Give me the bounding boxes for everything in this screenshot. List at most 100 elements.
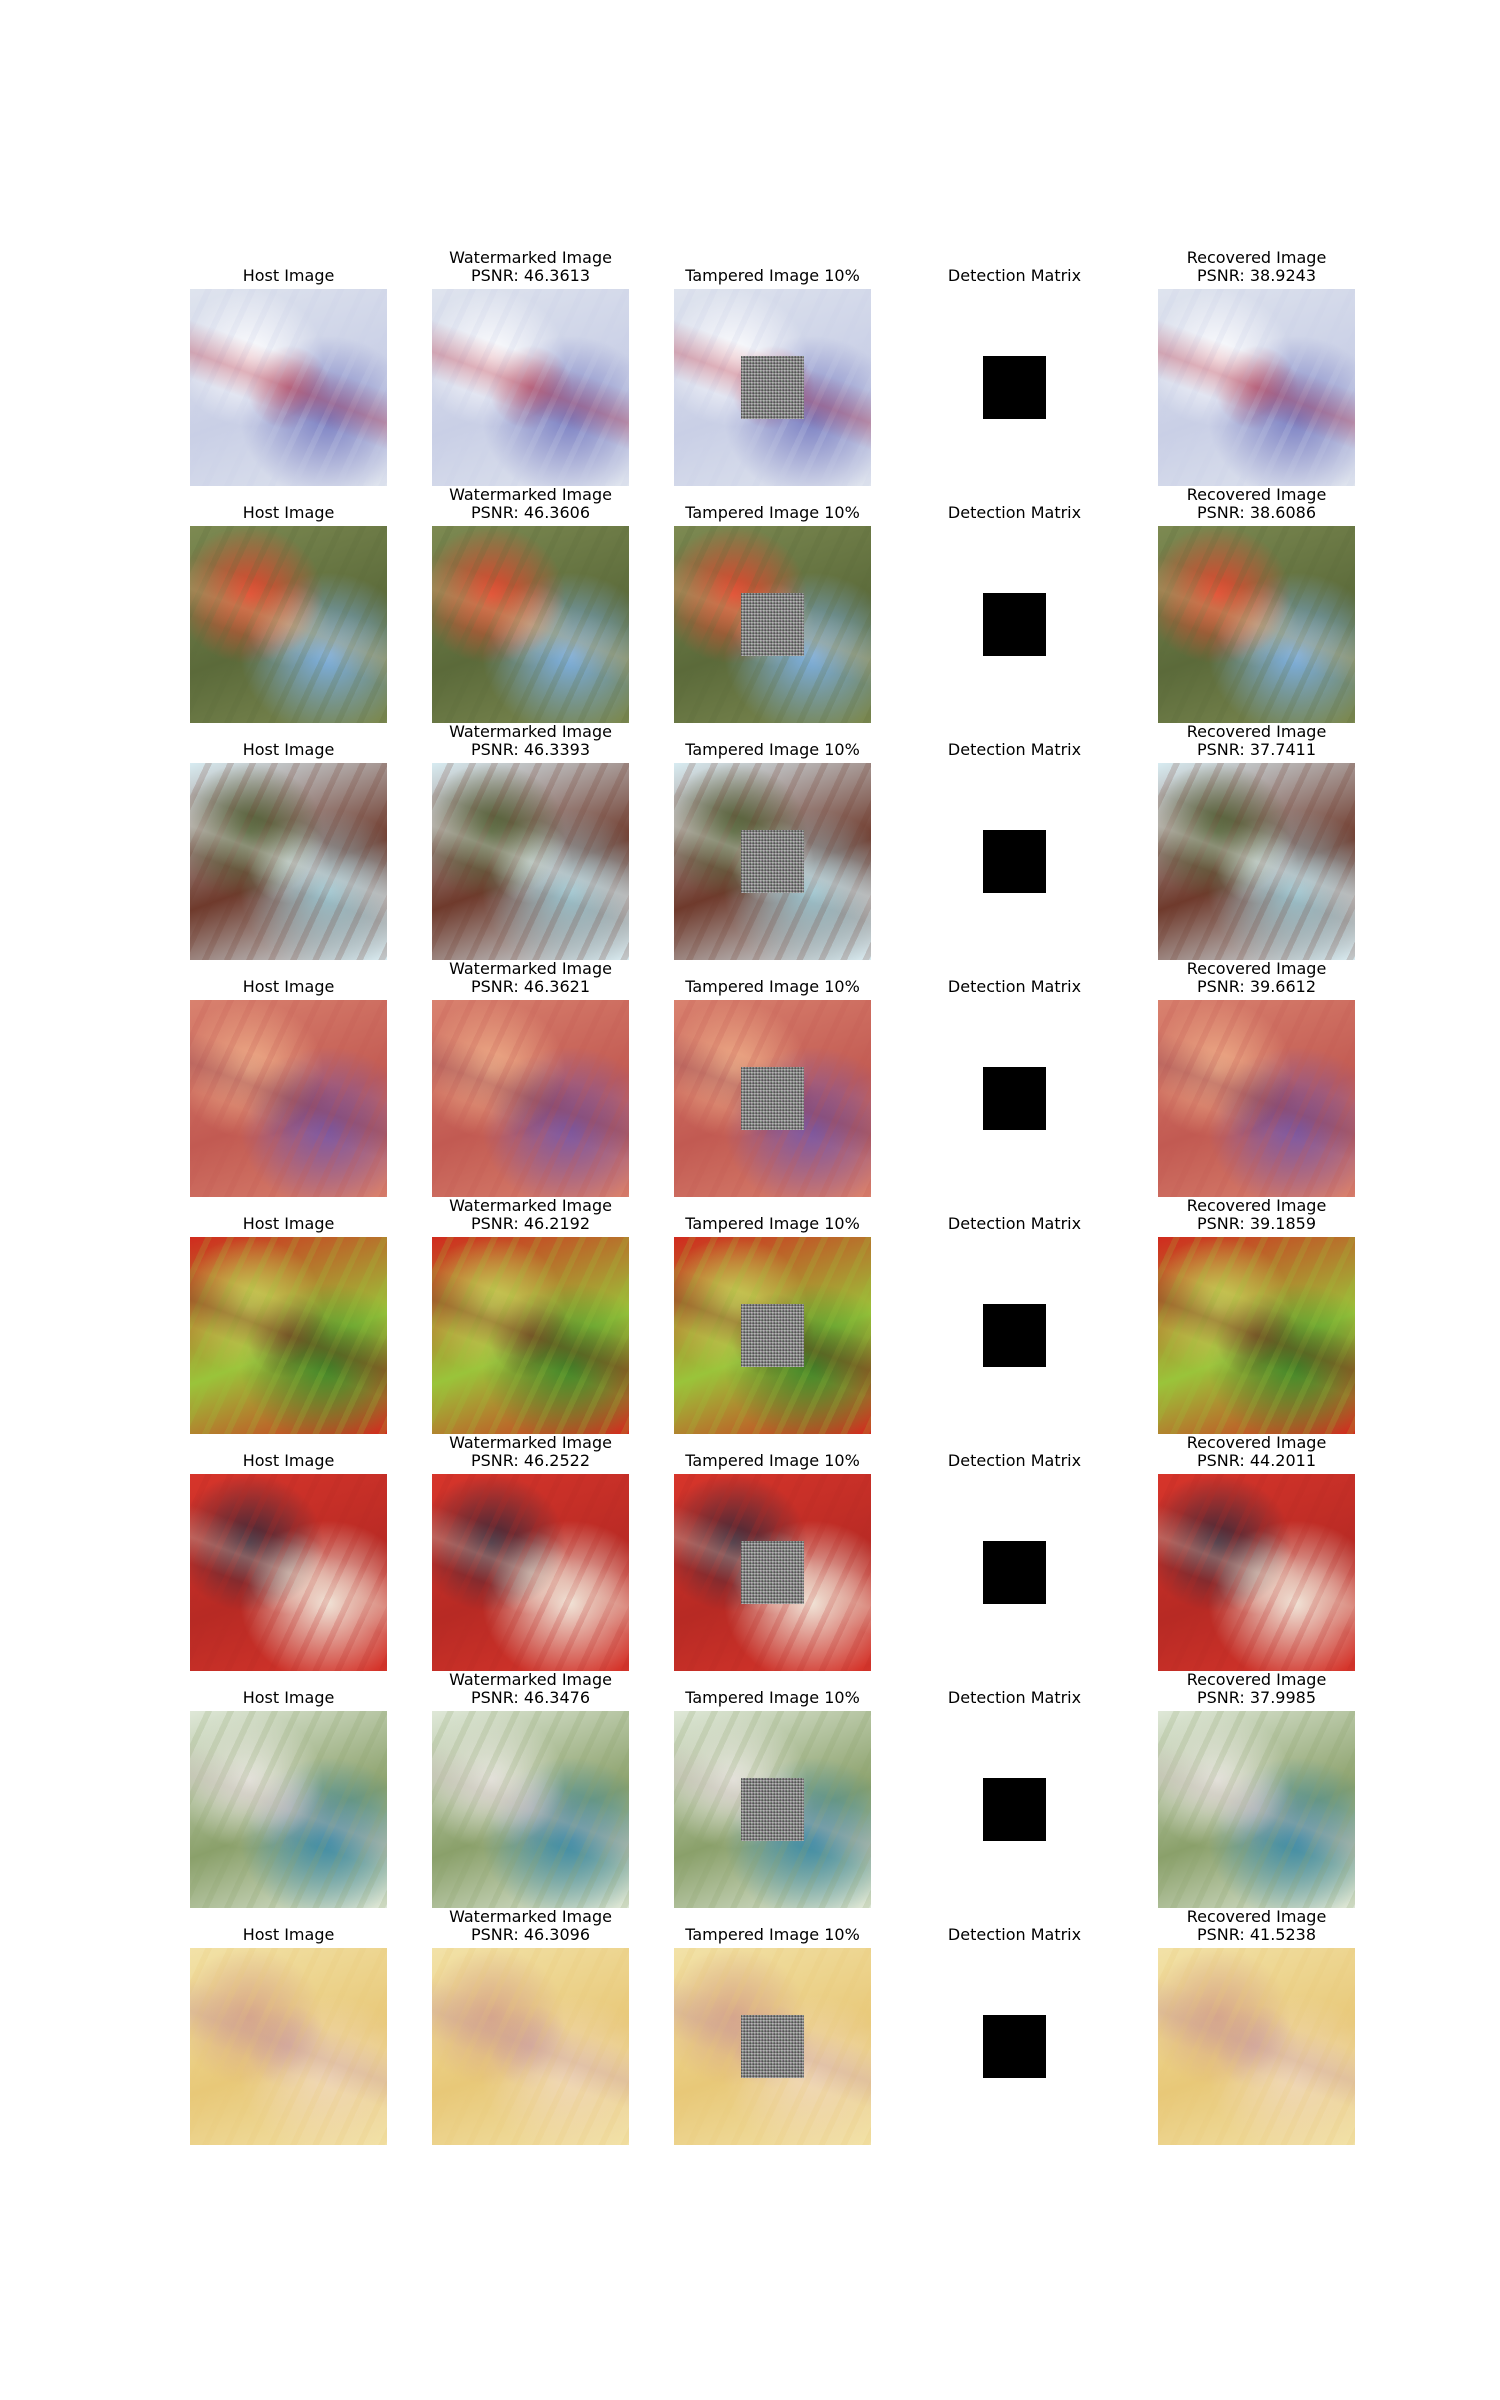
detection-title-text: Detection Matrix: [876, 1215, 1153, 1233]
milk-splash-picture: [432, 1474, 629, 1671]
psnr-value: PSNR: 38.9243: [1118, 267, 1395, 285]
recovered-title: Recovered Image PSNR: 39.6612: [1118, 960, 1395, 996]
detected-tamper-block: [983, 1778, 1046, 1841]
blonde-woman-picture: [190, 1948, 387, 2145]
blonde-woman-recovered-image: [1158, 1948, 1355, 2145]
psnr-value: PSNR: 37.7411: [1118, 741, 1395, 759]
mandrill-watermarked-image: [432, 526, 629, 723]
tampered-title-text: Tampered Image 10%: [634, 741, 911, 759]
detection-title: Detection Matrix: [876, 1689, 1153, 1707]
tampered-title: Tampered Image 10%: [634, 1452, 911, 1470]
detection-title: Detection Matrix: [876, 978, 1153, 996]
house-and-car-picture: [674, 1711, 871, 1908]
jet-plane-host-image: [190, 289, 387, 486]
tampered-region: [741, 1067, 804, 1130]
peppers-picture: [1158, 1237, 1355, 1434]
detection-title: Detection Matrix: [876, 504, 1153, 522]
jet-plane-picture: [1158, 289, 1355, 486]
watermarked-title: Watermarked Image PSNR: 46.3621: [392, 960, 669, 996]
watermarked-title-text: Watermarked Image: [392, 249, 669, 267]
tampered-region: [741, 1778, 804, 1841]
woman-with-hat-tampered-image: [674, 1000, 871, 1197]
peppers-picture: [432, 1237, 629, 1434]
detection-title-text: Detection Matrix: [876, 504, 1153, 522]
house-and-car-host-image: [190, 1711, 387, 1908]
lake-sailboat-host-image: [190, 763, 387, 960]
recovered-title-text: Recovered Image: [1118, 1434, 1395, 1452]
house-and-car-picture: [1158, 1711, 1355, 1908]
tampered-title: Tampered Image 10%: [634, 1689, 911, 1707]
detection-title-text: Detection Matrix: [876, 978, 1153, 996]
recovered-title: Recovered Image PSNR: 44.2011: [1118, 1434, 1395, 1470]
recovered-title: Recovered Image PSNR: 38.9243: [1118, 249, 1395, 285]
jet-plane-watermarked-image: [432, 289, 629, 486]
watermarked-title-text: Watermarked Image: [392, 723, 669, 741]
detection-title-text: Detection Matrix: [876, 1452, 1153, 1470]
tampered-region: [741, 356, 804, 419]
milk-splash-picture: [674, 1474, 871, 1671]
psnr-value: PSNR: 41.5238: [1118, 1926, 1395, 1944]
recovered-title: Recovered Image PSNR: 39.1859: [1118, 1197, 1395, 1233]
lake-sailboat-picture: [190, 763, 387, 960]
host-title: Host Image: [150, 504, 427, 522]
tampered-title: Tampered Image 10%: [634, 1215, 911, 1233]
jet-plane-recovered-image: [1158, 289, 1355, 486]
house-and-car-watermarked-image: [432, 1711, 629, 1908]
woman-with-hat-picture: [432, 1000, 629, 1197]
recovered-title-text: Recovered Image: [1118, 1908, 1395, 1926]
recovered-title-text: Recovered Image: [1118, 486, 1395, 504]
lake-sailboat-picture: [674, 763, 871, 960]
lake-sailboat-detection-image: [916, 763, 1113, 960]
psnr-value: PSNR: 37.9985: [1118, 1689, 1395, 1707]
milk-splash-detection-image: [916, 1474, 1113, 1671]
peppers-host-image: [190, 1237, 387, 1434]
host-title-text: Host Image: [150, 978, 427, 996]
peppers-recovered-image: [1158, 1237, 1355, 1434]
detected-tamper-block: [983, 1067, 1046, 1130]
lake-sailboat-tampered-image: [674, 763, 871, 960]
detected-tamper-block: [983, 356, 1046, 419]
psnr-value: PSNR: 46.3613: [392, 267, 669, 285]
watermarked-title-text: Watermarked Image: [392, 486, 669, 504]
host-title-text: Host Image: [150, 504, 427, 522]
blonde-woman-picture: [432, 1948, 629, 2145]
psnr-value: PSNR: 46.2192: [392, 1215, 669, 1233]
recovered-title-text: Recovered Image: [1118, 723, 1395, 741]
woman-with-hat-recovered-image: [1158, 1000, 1355, 1197]
tampered-title: Tampered Image 10%: [634, 504, 911, 522]
peppers-watermarked-image: [432, 1237, 629, 1434]
woman-with-hat-picture: [190, 1000, 387, 1197]
house-and-car-picture: [190, 1711, 387, 1908]
mandrill-picture: [432, 526, 629, 723]
recovered-title-text: Recovered Image: [1118, 960, 1395, 978]
house-and-car-picture: [432, 1711, 629, 1908]
tampered-region: [741, 830, 804, 893]
blonde-woman-picture: [1158, 1948, 1355, 2145]
house-and-car-recovered-image: [1158, 1711, 1355, 1908]
blonde-woman-tampered-image: [674, 1948, 871, 2145]
detection-title: Detection Matrix: [876, 1215, 1153, 1233]
watermarked-title-text: Watermarked Image: [392, 960, 669, 978]
psnr-value: PSNR: 39.6612: [1118, 978, 1395, 996]
detection-title: Detection Matrix: [876, 1452, 1153, 1470]
milk-splash-host-image: [190, 1474, 387, 1671]
psnr-value: PSNR: 38.6086: [1118, 504, 1395, 522]
tampered-title-text: Tampered Image 10%: [634, 1452, 911, 1470]
lake-sailboat-recovered-image: [1158, 763, 1355, 960]
host-title-text: Host Image: [150, 1926, 427, 1944]
watermarked-title: Watermarked Image PSNR: 46.3476: [392, 1671, 669, 1707]
jet-plane-picture: [432, 289, 629, 486]
mandrill-host-image: [190, 526, 387, 723]
detection-title: Detection Matrix: [876, 741, 1153, 759]
mandrill-picture: [190, 526, 387, 723]
host-title: Host Image: [150, 1689, 427, 1707]
detection-title: Detection Matrix: [876, 1926, 1153, 1944]
milk-splash-tampered-image: [674, 1474, 871, 1671]
woman-with-hat-detection-image: [916, 1000, 1113, 1197]
tampered-region: [741, 593, 804, 656]
host-title: Host Image: [150, 978, 427, 996]
detection-title-text: Detection Matrix: [876, 1926, 1153, 1944]
host-title-text: Host Image: [150, 741, 427, 759]
recovered-title: Recovered Image PSNR: 37.9985: [1118, 1671, 1395, 1707]
psnr-value: PSNR: 46.3606: [392, 504, 669, 522]
